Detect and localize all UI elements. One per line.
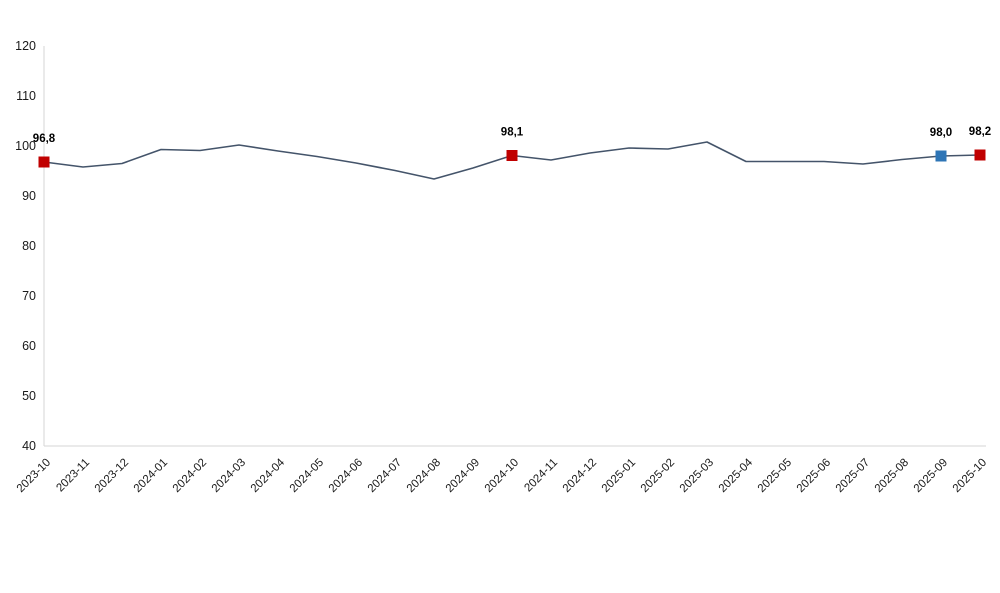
x-axis-label: 2024-01 (132, 457, 170, 495)
x-axis-label: 2025-09 (912, 457, 950, 495)
x-axis-label: 2024-04 (249, 456, 288, 495)
x-axis-label: 2025-10 (951, 457, 989, 495)
x-axis-label: 2023-12 (93, 457, 131, 495)
x-axis-label: 2024-07 (366, 457, 404, 495)
x-axis-label: 2024-08 (405, 457, 443, 495)
x-axis-label: 2024-10 (483, 457, 521, 495)
x-axis-label: 2023-10 (15, 457, 53, 495)
y-axis-label: 80 (22, 239, 36, 253)
highlight-marker (506, 150, 518, 161)
x-axis-label: 2025-02 (639, 457, 677, 495)
x-axis-label: 2024-03 (210, 457, 248, 495)
data-label: 98,0 (930, 127, 952, 139)
y-axis-label: 60 (22, 339, 36, 353)
x-axis-label: 2024-05 (288, 457, 326, 495)
data-label: 98,2 (969, 126, 991, 138)
y-axis-label: 120 (15, 39, 36, 53)
y-axis-label: 110 (16, 89, 36, 103)
x-axis-label: 2025-07 (834, 457, 872, 495)
y-axis-label: 100 (15, 139, 36, 153)
x-axis-label: 2024-09 (444, 457, 482, 495)
x-axis-label: 2024-11 (522, 457, 560, 495)
y-axis-label: 70 (22, 289, 36, 303)
x-axis-label: 2025-01 (600, 457, 638, 495)
x-axis-label: 2025-03 (678, 457, 716, 495)
x-axis-label: 2024-12 (561, 457, 599, 495)
x-axis-label: 2025-06 (795, 457, 833, 495)
x-axis-label: 2024-02 (171, 457, 209, 495)
x-axis-label: 2025-04 (717, 456, 756, 495)
x-axis-label: 2024-06 (327, 457, 365, 495)
highlight-marker (935, 150, 947, 162)
highlight-marker (974, 149, 986, 161)
y-axis-label: 90 (22, 189, 36, 203)
data-label: 96,8 (33, 133, 56, 145)
highlight-marker (38, 156, 50, 168)
y-axis-label: 40 (22, 439, 36, 453)
x-axis-label: 2025-08 (873, 457, 911, 495)
y-axis-label: 50 (22, 389, 36, 403)
data-label: 98,1 (501, 127, 524, 139)
x-axis-label: 2025-05 (756, 457, 794, 495)
x-axis-label: 2023-11 (54, 457, 92, 495)
